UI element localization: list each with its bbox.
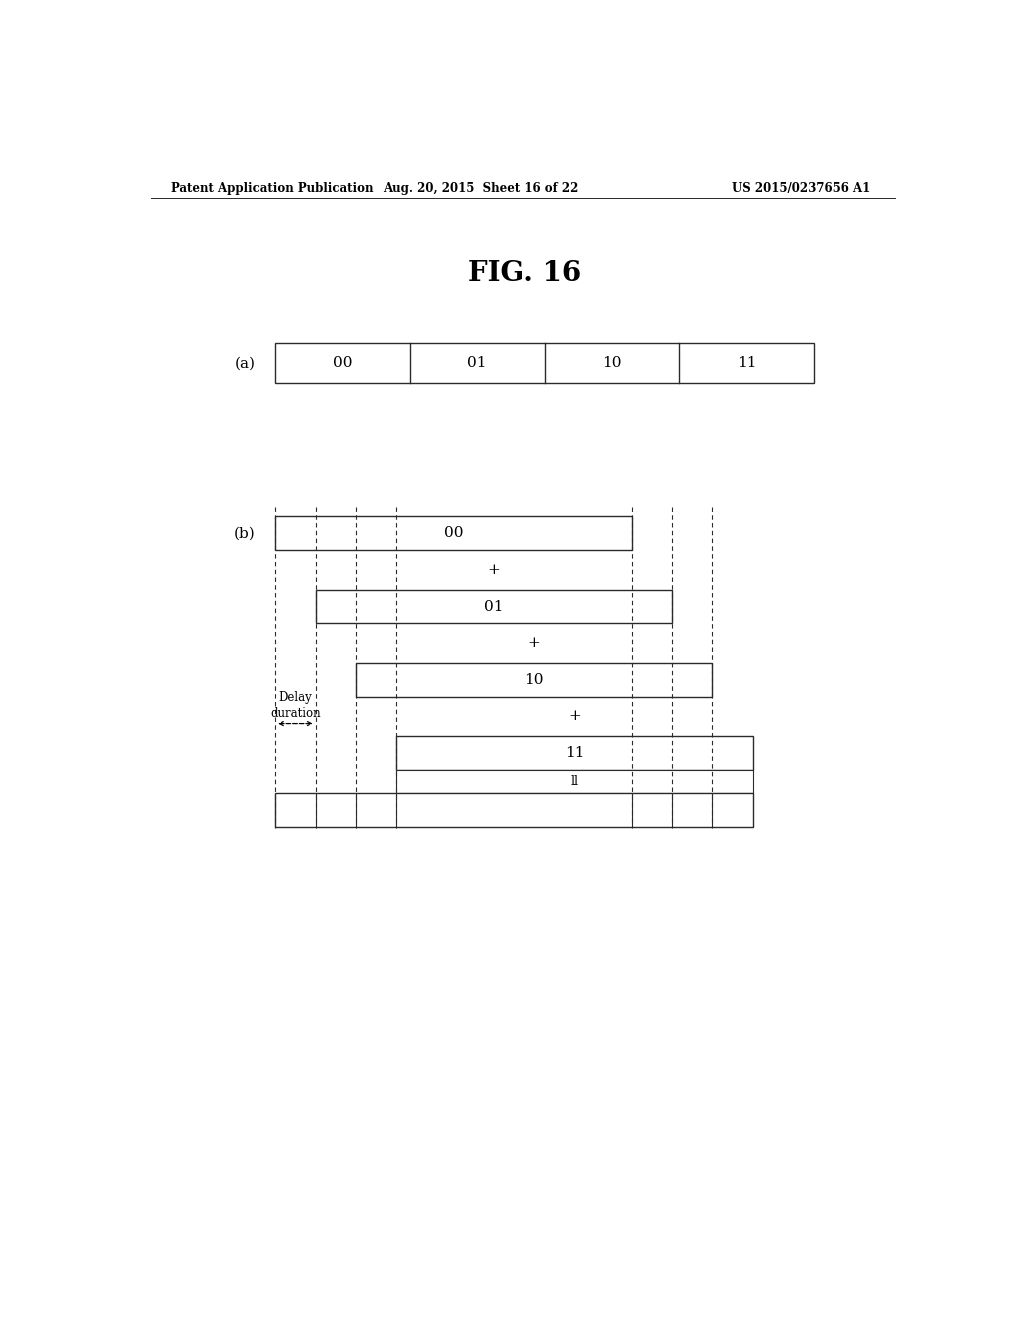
Text: (b): (b) [234, 527, 256, 540]
Text: 01: 01 [484, 599, 504, 614]
Text: Aug. 20, 2015  Sheet 16 of 22: Aug. 20, 2015 Sheet 16 of 22 [383, 182, 579, 194]
Text: Delay: Delay [279, 692, 312, 705]
Bar [275, 793, 753, 826]
Text: +: + [527, 636, 541, 651]
Text: duration: duration [270, 706, 321, 719]
Text: 10: 10 [524, 673, 544, 686]
Text: US 2015/0237656 A1: US 2015/0237656 A1 [732, 182, 870, 194]
Text: 00: 00 [443, 527, 463, 540]
Text: (a): (a) [234, 356, 256, 370]
Bar [275, 343, 814, 383]
Text: 10: 10 [602, 356, 622, 370]
Bar [356, 663, 713, 697]
Text: FIG. 16: FIG. 16 [468, 260, 582, 288]
Text: ll: ll [570, 775, 579, 788]
Bar [275, 516, 632, 550]
Bar [396, 770, 753, 793]
Bar [396, 737, 753, 770]
Text: +: + [487, 562, 500, 577]
Text: 01: 01 [468, 356, 487, 370]
Text: Patent Application Publication: Patent Application Publication [171, 182, 373, 194]
Bar [315, 590, 672, 623]
Text: 00: 00 [333, 356, 352, 370]
Text: +: + [568, 709, 581, 723]
Text: 11: 11 [564, 746, 584, 760]
Text: 11: 11 [737, 356, 757, 370]
